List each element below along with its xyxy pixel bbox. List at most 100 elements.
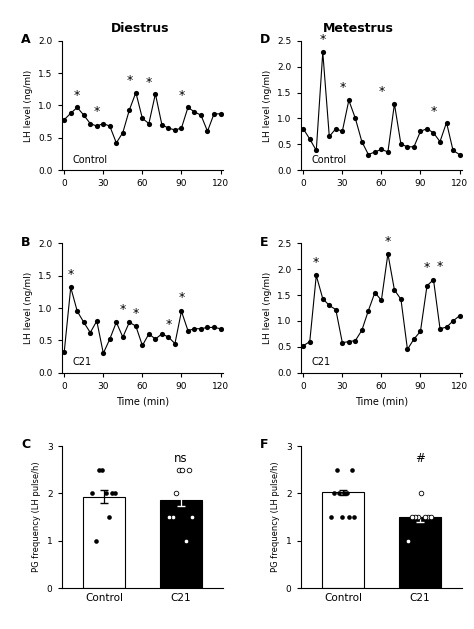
Text: Control: Control [311, 155, 346, 165]
Point [335, 488, 343, 498]
Point [145, 118, 153, 128]
Point [449, 316, 457, 326]
Point [436, 324, 444, 334]
Point [306, 134, 314, 144]
Point [326, 301, 333, 311]
Point [99, 465, 106, 475]
Point [106, 334, 114, 344]
Point [86, 118, 94, 128]
Point [345, 337, 353, 347]
Point [326, 131, 333, 142]
Point [185, 465, 193, 475]
Point [365, 306, 372, 316]
Point [312, 145, 320, 155]
Point [410, 142, 418, 152]
Point [332, 124, 339, 134]
Text: Metestrus: Metestrus [322, 22, 393, 35]
Text: F: F [260, 438, 269, 450]
Point [178, 123, 185, 133]
Point [182, 536, 190, 546]
Point [351, 512, 358, 522]
Point [456, 150, 464, 160]
Point [80, 110, 88, 120]
Point [95, 465, 103, 475]
Point [330, 488, 338, 498]
Point [210, 109, 218, 119]
Point [100, 118, 107, 128]
Point [204, 323, 211, 333]
Point [119, 332, 127, 342]
Point [345, 95, 353, 105]
X-axis label: Time (min): Time (min) [355, 396, 408, 406]
Point [60, 347, 68, 357]
Text: *: * [378, 85, 384, 97]
Point [106, 121, 114, 131]
Point [60, 114, 68, 125]
Y-axis label: LH level (ng/ml): LH level (ng/ml) [263, 69, 272, 142]
Point [418, 488, 425, 498]
Point [105, 512, 113, 522]
Point [93, 316, 100, 326]
Text: ns: ns [174, 452, 188, 464]
Point [145, 329, 153, 339]
Point [92, 536, 100, 546]
Point [73, 103, 81, 113]
Point [319, 294, 327, 304]
Point [197, 324, 205, 334]
Point [165, 512, 173, 522]
Point [333, 465, 340, 475]
Point [417, 126, 424, 136]
Point [169, 512, 176, 522]
Point [319, 47, 327, 57]
Point [191, 107, 198, 117]
Point [384, 147, 392, 157]
Point [217, 324, 224, 334]
Point [391, 285, 398, 295]
Point [102, 488, 109, 498]
Point [443, 322, 450, 332]
Text: B: B [21, 236, 31, 248]
Point [152, 334, 159, 344]
Text: *: * [94, 106, 100, 118]
Point [80, 317, 88, 327]
Text: *: * [313, 256, 319, 269]
Text: C: C [21, 438, 30, 450]
Text: *: * [339, 81, 346, 94]
Point [164, 332, 172, 342]
Text: C21: C21 [311, 357, 330, 367]
Point [126, 317, 133, 327]
Text: *: * [133, 307, 139, 320]
Text: *: * [385, 235, 391, 248]
Point [371, 287, 379, 298]
Point [300, 341, 307, 351]
Y-axis label: LH level (ng/ml): LH level (ng/ml) [24, 272, 33, 344]
Point [86, 328, 94, 338]
Bar [160, 499, 202, 588]
Point [100, 348, 107, 359]
Point [411, 512, 419, 522]
Point [378, 144, 385, 154]
Point [204, 126, 211, 136]
Point [126, 105, 133, 115]
Point [384, 248, 392, 259]
Point [391, 99, 398, 109]
Point [184, 103, 192, 113]
Point [358, 325, 365, 335]
Point [328, 512, 335, 522]
Point [152, 89, 159, 99]
Point [217, 109, 224, 119]
Point [138, 113, 146, 123]
Text: A: A [21, 33, 31, 46]
Text: C21: C21 [72, 357, 91, 367]
Point [421, 512, 428, 522]
Point [404, 344, 411, 354]
Point [306, 337, 314, 347]
Text: #: # [415, 452, 425, 464]
Point [172, 488, 180, 498]
Text: *: * [437, 260, 443, 274]
Point [352, 335, 359, 345]
Point [456, 311, 464, 321]
Point [423, 124, 431, 134]
Point [371, 147, 379, 157]
X-axis label: Time (min): Time (min) [116, 396, 169, 406]
